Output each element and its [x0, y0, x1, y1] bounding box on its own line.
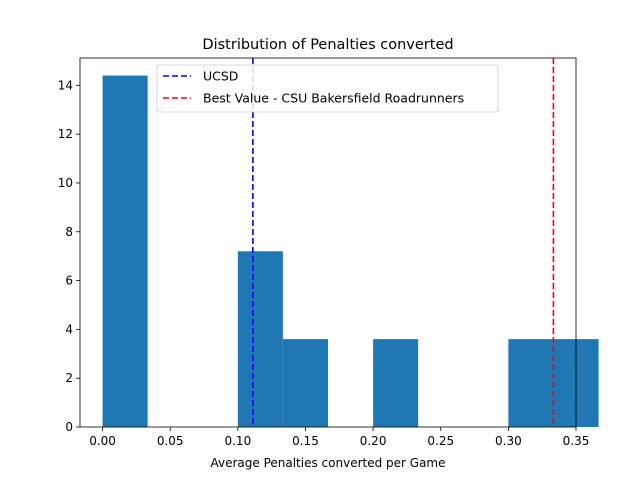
- histogram-bar: [282, 339, 329, 427]
- chart-title: Distribution of Penalties converted: [202, 37, 453, 53]
- y-tick-label: 8: [65, 225, 73, 239]
- x-axis-ticks: 0.00 0.05 0.10 0.15 0.20 0.25 0.30 0.35: [89, 427, 589, 448]
- y-axis-ticks: 0 2 4 6 8 10 12 14: [58, 78, 80, 434]
- y-tick-label: 0: [65, 420, 73, 434]
- reference-lines-group: [252, 58, 555, 427]
- legend: UCSD Best Value - CSU Bakersfield Roadrun…: [156, 64, 499, 113]
- x-tick-label: 0.25: [427, 434, 454, 448]
- y-tick-label: 14: [58, 78, 73, 92]
- x-tick-label: 0.10: [224, 434, 251, 448]
- x-tick-label: 0.35: [563, 434, 590, 448]
- y-tick-label: 2: [65, 371, 73, 385]
- y-tick-label: 12: [58, 127, 73, 141]
- legend-box: [156, 64, 499, 113]
- legend-entry-label: UCSD: [203, 69, 238, 84]
- bars-group: [102, 75, 599, 428]
- y-tick-label: 10: [58, 176, 73, 190]
- y-tick-label: 4: [65, 322, 73, 336]
- x-tick-label: 0.20: [360, 434, 387, 448]
- histogram-bar: [102, 75, 148, 428]
- histogram-bar: [373, 339, 419, 427]
- x-tick-label: 0.30: [495, 434, 522, 448]
- plot-frame: [79, 57, 577, 428]
- histogram-bar: [508, 339, 554, 427]
- y-tick-label: 6: [65, 274, 73, 288]
- histogram-bar: [237, 251, 283, 427]
- x-tick-label: 0.05: [157, 434, 184, 448]
- x-axis-label: Average Penalties converted per Game: [210, 456, 445, 470]
- x-tick-label: 0.15: [292, 434, 319, 448]
- x-tick-label: 0.00: [89, 434, 116, 448]
- legend-entry-label: Best Value - CSU Bakersfield Roadrunners: [203, 91, 464, 106]
